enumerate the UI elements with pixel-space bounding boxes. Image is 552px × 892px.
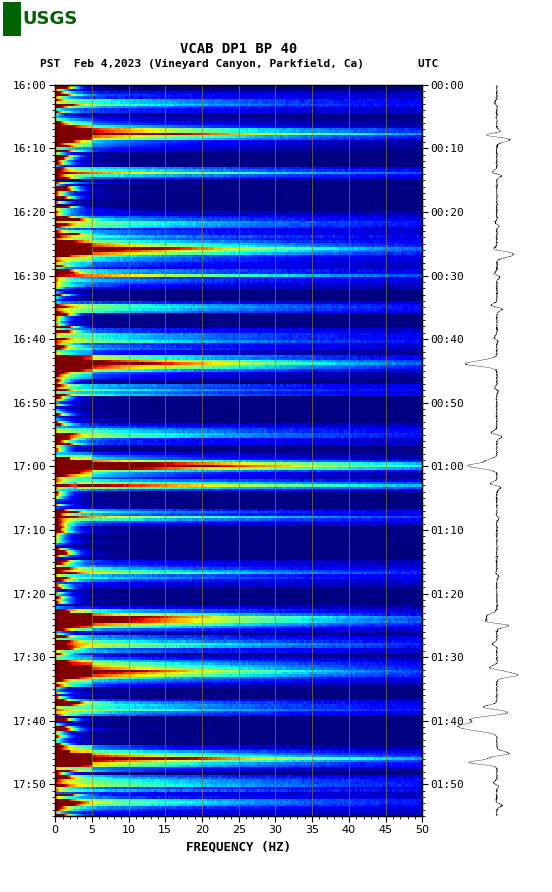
Text: USGS: USGS	[23, 10, 78, 28]
Text: PST  Feb 4,2023 (Vineyard Canyon, Parkfield, Ca)        UTC: PST Feb 4,2023 (Vineyard Canyon, Parkfie…	[40, 59, 438, 70]
X-axis label: FREQUENCY (HZ): FREQUENCY (HZ)	[186, 840, 291, 853]
Bar	[3, 2, 21, 36]
Text: VCAB DP1 BP 40: VCAB DP1 BP 40	[180, 42, 298, 56]
